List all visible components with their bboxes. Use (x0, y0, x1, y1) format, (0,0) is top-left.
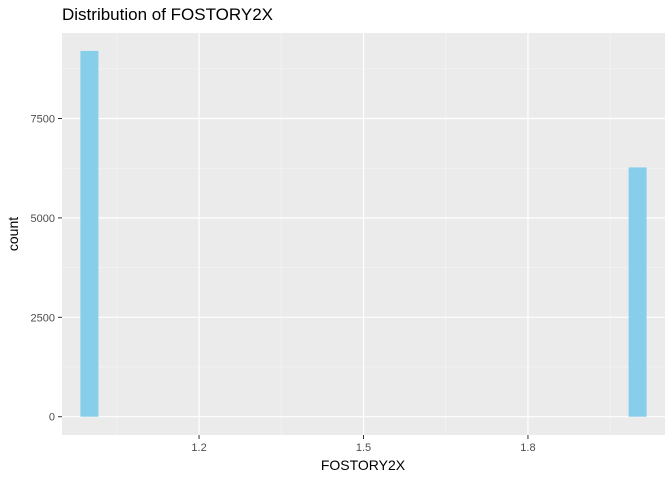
x-tick-label: 1.8 (520, 442, 535, 454)
y-tick-label: 2500 (31, 312, 55, 324)
chart-title: Distribution of FOSTORY2X (62, 5, 273, 24)
x-axis-title: FOSTORY2X (321, 457, 406, 473)
y-axis-title: count (5, 217, 21, 251)
y-tick-label: 0 (49, 412, 55, 424)
histogram-bars (80, 50, 647, 417)
y-tick-label: 5000 (31, 213, 55, 225)
x-tick-label: 1.2 (191, 442, 206, 454)
histogram-bar (628, 167, 647, 417)
histogram-bar (80, 50, 99, 417)
x-tick-label: 1.5 (356, 442, 371, 454)
x-axis: 1.2 1.5 1.8 (191, 435, 536, 454)
major-gridlines (62, 33, 665, 435)
y-tick-label: 7500 (31, 113, 55, 125)
y-axis: 0 2500 5000 7500 (31, 113, 62, 424)
